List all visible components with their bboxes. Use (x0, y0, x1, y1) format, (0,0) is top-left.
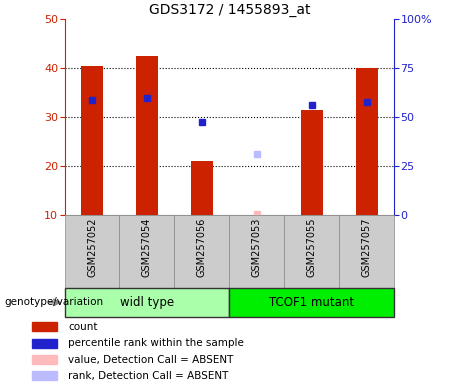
Bar (284, 215, 339, 288)
Text: GSM257055: GSM257055 (307, 217, 317, 277)
Text: TCOF1 mutant: TCOF1 mutant (269, 296, 355, 309)
Bar (32, 322, 57, 331)
Text: GSM257053: GSM257053 (252, 217, 262, 276)
Bar (136, 56, 158, 215)
Bar (32, 339, 57, 348)
Text: rank, Detection Call = ABSENT: rank, Detection Call = ABSENT (68, 371, 228, 381)
Text: GSM257052: GSM257052 (87, 217, 97, 277)
Bar (174, 215, 229, 288)
Bar (65, 288, 229, 317)
Text: widl type: widl type (120, 296, 174, 309)
Bar (356, 68, 378, 215)
Bar (32, 371, 57, 381)
Bar (81, 66, 103, 215)
Text: value, Detection Call = ABSENT: value, Detection Call = ABSENT (68, 354, 233, 364)
Text: percentile rank within the sample: percentile rank within the sample (68, 338, 244, 348)
Text: GSM257054: GSM257054 (142, 217, 152, 276)
Text: genotype/variation: genotype/variation (5, 297, 104, 308)
Bar (339, 215, 394, 288)
Bar (65, 215, 119, 288)
Bar (191, 161, 213, 215)
Bar (32, 355, 57, 364)
Bar (301, 110, 323, 215)
Title: GDS3172 / 1455893_at: GDS3172 / 1455893_at (148, 3, 310, 17)
Text: GSM257057: GSM257057 (362, 217, 372, 277)
Bar (229, 215, 284, 288)
Bar (229, 288, 394, 317)
Text: GSM257056: GSM257056 (197, 217, 207, 276)
Bar (119, 215, 174, 288)
Text: count: count (68, 322, 97, 332)
